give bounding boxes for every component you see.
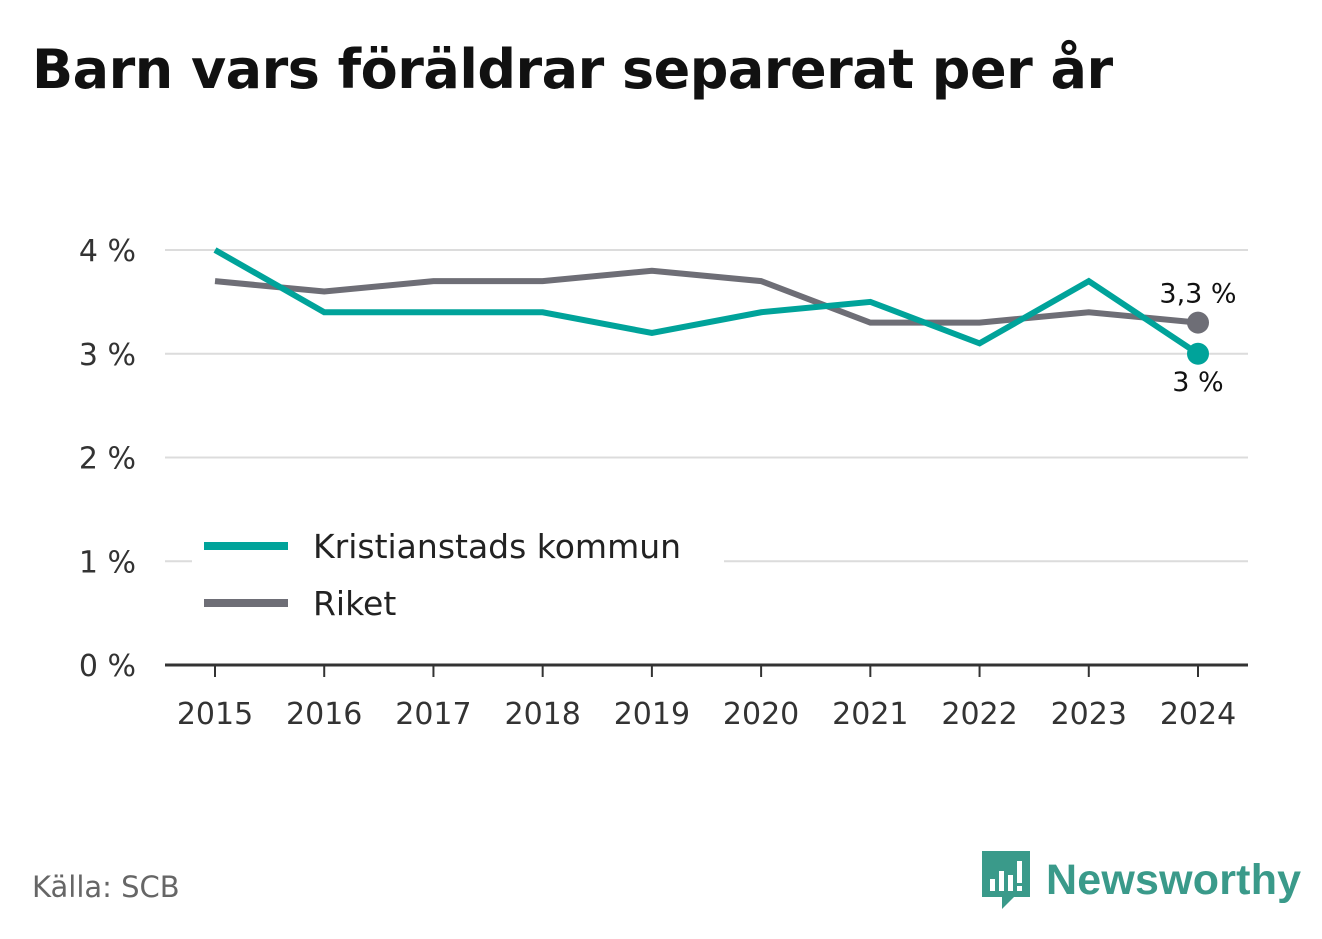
end-value-label: 3 % (1172, 367, 1223, 398)
x-tick-label: 2017 (395, 697, 471, 732)
series-line (213, 247, 1200, 357)
legend: Kristianstads kommun Riket (192, 522, 724, 628)
end-point (1187, 311, 1209, 334)
newsworthy-icon (982, 851, 1030, 909)
x-tick-label: 2018 (504, 697, 580, 732)
x-tick-label: 2016 (286, 697, 362, 732)
end-point (1187, 342, 1209, 365)
chart-title: Barn vars föräldrar separerat per år (32, 38, 1113, 101)
grid-lines (165, 249, 1248, 563)
x-tick-label: 2020 (723, 697, 799, 732)
newsworthy-logo: Newsworthy (980, 848, 1301, 912)
y-tick-label: 2 % (79, 442, 136, 477)
y-tick-label: 3 % (79, 338, 136, 373)
x-tick-label: 2015 (177, 697, 253, 732)
end-value-label: 3,3 % (1159, 279, 1236, 310)
brand-name: Newsworthy (1046, 855, 1302, 904)
legend-label: Riket (313, 584, 396, 623)
y-tick-label: 1 % (79, 545, 136, 580)
x-axis: 2015 2016 2017 2018 2019 2020 2021 2022 2023 2024 (165, 663, 1248, 732)
y-axis-ticks: 0 % 1 % 2 % 3 % 4 % (79, 234, 136, 684)
series-lines (213, 247, 1209, 365)
y-tick-label: 4 % (79, 234, 136, 269)
x-tick-label: 2019 (614, 697, 690, 732)
series-line (214, 267, 1199, 326)
x-tick-label: 2022 (941, 697, 1017, 732)
legend-label: Kristianstads kommun (313, 527, 681, 566)
x-tick-label: 2021 (832, 697, 908, 732)
source-note: Källa: SCB (32, 870, 180, 904)
data-labels: 3 % 3,3 % (1159, 279, 1236, 398)
x-tick-label: 2023 (1051, 697, 1127, 732)
x-tick-label: 2024 (1160, 697, 1236, 732)
y-tick-label: 0 % (79, 649, 136, 684)
